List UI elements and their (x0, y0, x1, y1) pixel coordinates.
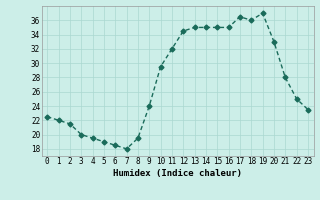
X-axis label: Humidex (Indice chaleur): Humidex (Indice chaleur) (113, 169, 242, 178)
